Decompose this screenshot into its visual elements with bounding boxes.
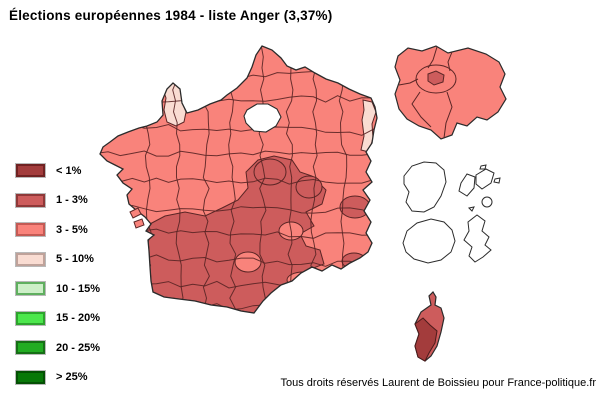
- legend-swatch: [15, 340, 46, 355]
- legend-item: 1 - 3%: [15, 192, 100, 208]
- legend-swatch: [15, 251, 46, 267]
- legend-item: 5 - 10%: [15, 251, 100, 267]
- guadeloupe-islet: [481, 196, 493, 208]
- legend-label: 10 - 15%: [56, 282, 101, 295]
- legend-item: 20 - 25%: [15, 340, 101, 355]
- dept-1-3pct: [295, 175, 323, 199]
- overseas-territories: [402, 161, 501, 264]
- legend-item: > 25%: [15, 369, 100, 385]
- legend-item: < 1%: [15, 163, 100, 178]
- paris-department-1-3pct: [427, 70, 445, 86]
- idf-inset: [394, 45, 507, 140]
- legend-label: 20 - 25%: [56, 341, 101, 354]
- reunion-outline: [402, 218, 456, 264]
- legend-item: 15 - 20%: [15, 310, 101, 326]
- mainland-fills: [100, 46, 377, 313]
- mainland-coastline: [99, 45, 378, 314]
- map-legend: < 1% 1 - 3% 3 - 5% 5 - 10% 10 - 15% 15 - 20% 2…: [15, 163, 101, 400]
- guadeloupe-islet: [493, 177, 501, 184]
- page-title: Élections européennes 1984 - liste Anger…: [9, 8, 333, 23]
- corsica: [414, 291, 445, 362]
- corse-du-sud-lt1pct: [414, 317, 438, 362]
- legend-label: < 1%: [56, 164, 82, 177]
- guadeloupe-outline: [475, 168, 495, 190]
- idf-cutout: [243, 103, 282, 133]
- legend-label: 3 - 5%: [56, 223, 88, 236]
- enclave-3-5pct: [234, 251, 262, 273]
- guadeloupe-outline: [458, 173, 476, 197]
- legend-swatch: [15, 369, 46, 385]
- martinique-outline: [463, 214, 492, 263]
- legend-label: 5 - 10%: [56, 253, 94, 265]
- legend-swatch: [15, 222, 46, 237]
- legend-swatch: [15, 281, 46, 296]
- atlantic-island: [129, 207, 142, 219]
- legend-label: 1 - 3%: [56, 194, 88, 206]
- legend-swatch: [15, 163, 46, 178]
- atlantic-island: [133, 218, 145, 229]
- legend-swatch: [15, 192, 46, 208]
- legend-label: > 25%: [56, 371, 88, 383]
- guadeloupe-islet: [479, 164, 487, 170]
- idf-inset-outline: [394, 45, 507, 140]
- legend-label: 15 - 20%: [56, 312, 101, 324]
- legend-item: 3 - 5%: [15, 222, 100, 237]
- idf-inner-borders: [398, 46, 457, 139]
- dept-1-3pct: [253, 158, 287, 186]
- enclave-3-5pct: [286, 271, 320, 289]
- legend-swatch: [15, 310, 46, 326]
- guadeloupe-islet: [467, 206, 475, 212]
- copyright-text: Tous droits réservés Laurent de Boissieu…: [280, 377, 597, 389]
- guyane-outline: [403, 161, 447, 213]
- legend-item: 10 - 15%: [15, 281, 101, 296]
